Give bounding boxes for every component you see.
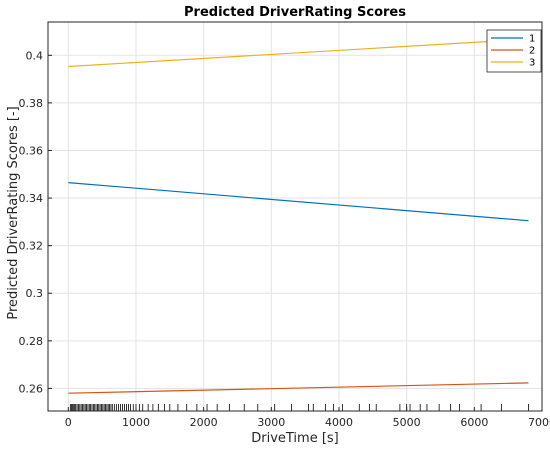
plot-frame xyxy=(47,21,543,412)
y-tick-label: 0.38 xyxy=(19,97,44,110)
rug-marks xyxy=(69,404,529,411)
x-tick-label: 4000 xyxy=(325,416,353,429)
y-tick-label: 0.3 xyxy=(26,287,44,300)
y-tick-labels: 0.26 0.28 0.3 0.32 0.34 0.36 0.38 0.4 xyxy=(19,49,44,395)
y-tick-label: 0.32 xyxy=(19,240,44,253)
x-tick-label: 6000 xyxy=(460,416,488,429)
x-tick-label: 3000 xyxy=(257,416,285,429)
y-tick-label: 0.34 xyxy=(19,192,44,205)
series-line-2 xyxy=(68,382,529,394)
y-tick-label: 0.26 xyxy=(19,382,44,395)
x-tick-label: 1000 xyxy=(122,416,150,429)
legend: 123 xyxy=(486,29,542,73)
grid-lines xyxy=(48,22,543,411)
legend-entry-2: 2 xyxy=(529,46,535,57)
y-tick-label: 0.28 xyxy=(19,335,44,348)
legend-entry-1: 1 xyxy=(529,34,535,45)
series-line-3 xyxy=(68,38,529,68)
axes xyxy=(47,21,543,412)
y-tick-label: 0.36 xyxy=(19,144,44,157)
series-line-1 xyxy=(68,182,529,222)
x-axis-label: DriveTime [s] xyxy=(251,431,339,446)
x-tick-label: 0 xyxy=(65,416,72,429)
x-tick-label: 5000 xyxy=(393,416,421,429)
series-lines xyxy=(68,38,529,394)
legend-box xyxy=(486,29,542,73)
legend-entry-3: 3 xyxy=(529,58,535,69)
x-tick-label: 2000 xyxy=(190,416,218,429)
chart-title: Predicted DriverRating Scores xyxy=(184,5,406,20)
y-tick-label: 0.4 xyxy=(26,49,44,62)
y-axis-label: Predicted DriverRating Scores [-] xyxy=(6,106,21,319)
